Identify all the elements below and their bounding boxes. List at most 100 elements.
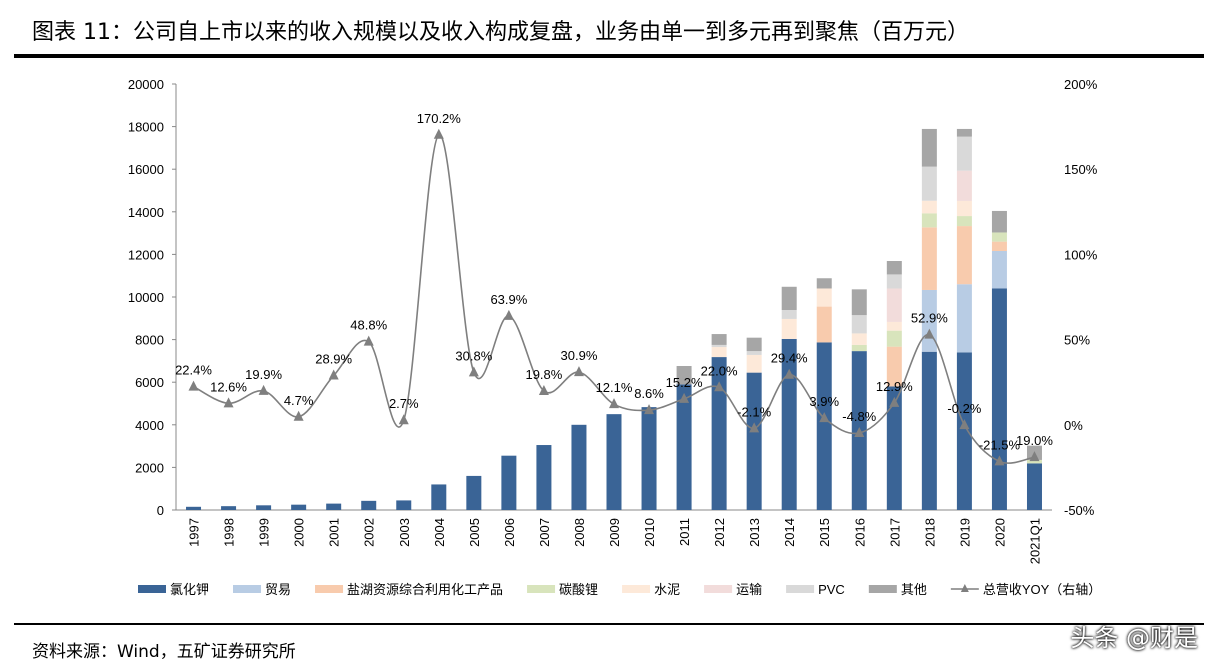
bar-segment [816,288,832,307]
yoy-marker [609,398,619,409]
bar-segment [536,445,552,510]
y-tick-label: 10000 [128,290,164,305]
yoy-data-label: 22.4% [175,363,212,378]
bar-segment [676,366,692,385]
yoy-data-label: 28.9% [315,352,352,367]
bar-segment [781,318,797,339]
yoy-marker [503,309,514,320]
bar-segment [256,505,272,510]
bar-segment [466,475,482,510]
yoy-data-label: 2.7% [389,396,419,411]
yoy-data-label: 19.0% [1016,433,1053,448]
bar-segment [746,372,762,510]
bar-segment [501,455,517,510]
legend-label: 总营收YOY（右轴） [983,582,1101,597]
x-tick-label: 2016 [852,518,867,547]
x-tick-label: 2018 [922,518,937,547]
yoy-marker [749,422,760,433]
bar-segment [956,352,972,510]
legend-swatch [868,585,897,593]
bar-segment [186,506,202,510]
footer-divider [14,623,1204,625]
yoy-marker [363,335,374,346]
bar-segment [361,500,377,510]
bar-segment [816,306,832,343]
bar-segment [1026,459,1042,464]
bar-segment [571,424,587,510]
bar-segment [711,347,727,358]
yoy-marker [854,426,865,437]
bar-segment [921,200,937,214]
x-tick-label: 2003 [397,518,412,547]
legend-swatch [704,585,733,593]
x-tick-label: 2001 [327,518,342,547]
watermark: 头条 @财是 [1070,624,1198,652]
bar-segment [606,414,622,510]
yoy-data-label: 19.9% [245,367,282,382]
bar-segment [396,500,412,510]
yoy-marker [538,385,549,396]
bar-segment [781,286,797,310]
x-tick-label: 2009 [607,518,622,547]
bar-segment [816,342,832,510]
bar-segment [956,284,972,353]
x-tick-label: 2007 [537,518,552,547]
x-tick-label: 2015 [817,518,832,547]
bar-segment [991,232,1007,242]
yoy-marker [223,397,234,408]
legend-swatch [622,585,651,593]
bar-segment [886,321,902,331]
y2-tick-label: 50% [1064,333,1090,348]
x-tick-label: 2012 [712,518,727,547]
y-tick-label: 8000 [135,333,164,348]
yoy-data-label: 29.4% [771,351,808,366]
yoy-marker [258,384,269,395]
source-note: 资料来源：Wind，五矿证券研究所 [32,642,296,662]
bar-segment [886,346,902,387]
bar-segment [921,213,937,228]
bar-segment [956,128,972,137]
yoy-marker [188,380,199,391]
yoy-data-label: 15.2% [666,375,703,390]
legend-label: 盐湖资源综合利用化工产品 [347,582,503,597]
bar-segment [851,344,867,352]
bar-segment [676,384,692,510]
legend-swatch [315,585,344,593]
bar-segment [921,128,937,167]
yoy-marker [468,366,479,377]
legend-swatch [138,585,166,593]
bar-segment [326,503,342,510]
yoy-data-label: 30.9% [561,348,598,363]
bar-segment [991,250,1007,289]
x-tick-label: 2014 [782,518,797,547]
yoy-marker [1029,451,1040,462]
bar-segment [886,386,902,510]
bar-segment [921,166,937,201]
yoy-data-label: 12.1% [596,380,633,395]
bar-segment [1026,463,1042,510]
bar-segment [746,351,762,355]
bar-segment [816,278,832,289]
bar-segment [886,330,902,347]
legend-label: 碳酸锂 [559,582,598,597]
x-tick-label: 2002 [362,518,377,547]
x-tick-label: 2010 [642,518,657,547]
bar-segment [746,354,762,373]
bar-segment [991,288,1007,510]
y-tick-label: 20000 [128,77,164,92]
y2-tick-label: 200% [1064,77,1098,92]
yoy-marker [889,396,900,407]
bar-segment [956,200,972,217]
legend-label: 运输 [736,582,762,597]
bar-segment [851,333,867,345]
x-tick-label: 2008 [572,518,587,547]
bar-segment [711,344,727,348]
bar-segment [711,334,727,345]
y-tick-label: 4000 [135,418,164,433]
yoy-marker [819,412,830,423]
x-tick-label: 2017 [887,518,902,547]
bar-segment [641,407,657,510]
x-tick-label: 1997 [187,518,202,547]
y-tick-label: 16000 [128,162,164,177]
